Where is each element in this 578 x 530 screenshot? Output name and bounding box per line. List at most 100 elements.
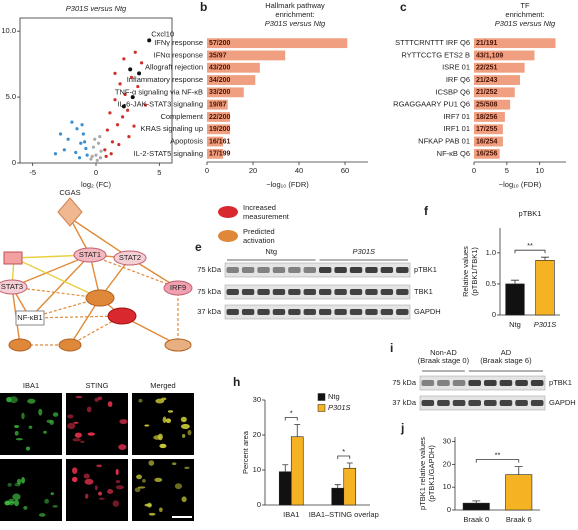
category-label: Complement: [160, 112, 203, 121]
blot-band: [257, 267, 270, 273]
cell-signal: [67, 414, 74, 419]
network-edges: [11, 217, 179, 346]
blots: e 75 kDa pTBK1 75 kDa TBK1 37 kDa GAPDH Ntg P301…: [195, 240, 576, 411]
category-label: Allograft rejection: [145, 63, 203, 72]
cell-signal: [84, 478, 94, 485]
cell-signal: [75, 395, 83, 399]
y-axis-label: pTBK1 relative values: [418, 437, 427, 510]
significance-bracket: [475, 459, 520, 463]
bar: [207, 148, 224, 159]
node-label: NF-κB1: [17, 313, 42, 322]
point: [117, 142, 121, 147]
legend-label: Increased: [243, 203, 276, 212]
y-tick-label: 0: [492, 310, 496, 319]
significance-bracket: [284, 417, 298, 421]
blot-band: [319, 309, 332, 315]
blot-band: [241, 267, 255, 273]
cell-signal: [112, 500, 120, 507]
bar-count-label: 43/1,109: [476, 52, 503, 59]
node-label: IRF9: [170, 283, 186, 292]
cell-signal: [94, 485, 98, 491]
cell-signal: [148, 460, 155, 466]
cell-signal: [144, 424, 150, 427]
blot-band: [226, 309, 239, 315]
blot-band: [452, 380, 466, 386]
group-label: Non-AD: [430, 348, 457, 357]
cell-signal: [118, 444, 127, 450]
protein-label: pTBK1: [549, 378, 572, 387]
cell-signal: [138, 398, 143, 403]
y-tick-label: 0: [257, 500, 261, 509]
node-shape: [85, 289, 115, 307]
bar: [474, 99, 511, 110]
point: [74, 150, 78, 155]
point: [133, 50, 137, 54]
point: [137, 71, 142, 76]
cell-signal: [25, 446, 31, 451]
panel-letter: h: [233, 375, 240, 389]
blot-strip: [224, 304, 411, 320]
cell-signal: [46, 419, 53, 423]
node-shape: [15, 310, 45, 326]
chart-title: Hallmark pathway: [265, 1, 325, 10]
point: [80, 123, 84, 127]
node-shape: [57, 197, 83, 227]
cell-signal: [119, 419, 128, 425]
image-grid: [0, 393, 194, 521]
chart-title: TF: [520, 1, 530, 10]
bar: [474, 87, 515, 98]
blot-band: [288, 267, 301, 273]
blot-band: [421, 380, 435, 386]
bar: [474, 75, 520, 85]
network-predicted-edges: [11, 254, 179, 346]
bar: [474, 50, 535, 61]
cell-signal: [115, 468, 119, 476]
blot-strip: [419, 395, 546, 411]
y-tick-label: 5.0: [6, 92, 16, 101]
point: [122, 57, 126, 61]
cell-signal: [85, 493, 89, 499]
cell-signal: [181, 496, 187, 503]
point: [127, 135, 131, 139]
micrograph: [66, 393, 128, 455]
point: [123, 92, 127, 97]
bar-count-label: 19/200: [209, 126, 231, 133]
blot-band: [303, 267, 316, 273]
cell-signal: [94, 397, 100, 403]
x-tick-label: P301S: [534, 320, 557, 329]
bar: [462, 502, 490, 511]
chart-title: P301S versus Ntg: [265, 19, 326, 28]
x-axis-label: −log₁₀ (FDR): [266, 180, 309, 189]
category-label: STTTCRNTTT IRF Q6: [395, 38, 470, 47]
bar: [331, 487, 345, 506]
blot-band: [380, 267, 394, 273]
blot-band: [468, 400, 481, 406]
y-axis-label: Relative values: [461, 246, 470, 297]
bar: [207, 75, 256, 85]
group-label: AD: [501, 348, 512, 357]
legend-swatch: [317, 404, 326, 412]
category-label: TNF-α signaling via NF-κB: [115, 87, 203, 96]
cell-signal: [21, 412, 25, 420]
cell-signal: [52, 412, 59, 417]
cell-signal: [71, 476, 78, 483]
node-label: STAT1: [79, 250, 101, 259]
cell-signal: [144, 503, 152, 507]
bar: [474, 62, 525, 73]
chart-title: enrichment:: [275, 10, 314, 19]
blot-band: [288, 289, 301, 295]
blot-band: [303, 289, 316, 295]
bar: [474, 124, 503, 135]
cell-signal: [83, 473, 90, 479]
cell-signal: [137, 486, 146, 489]
cell-signal: [52, 505, 58, 508]
bar: [207, 112, 230, 122]
protein-label: pTBK1: [414, 265, 437, 274]
blot-band: [484, 380, 497, 386]
blot-strip: [224, 262, 411, 278]
blot-band: [380, 309, 394, 315]
point: [90, 154, 94, 159]
cell-signal: [167, 410, 174, 413]
kda-label: 75 kDa: [197, 287, 222, 296]
